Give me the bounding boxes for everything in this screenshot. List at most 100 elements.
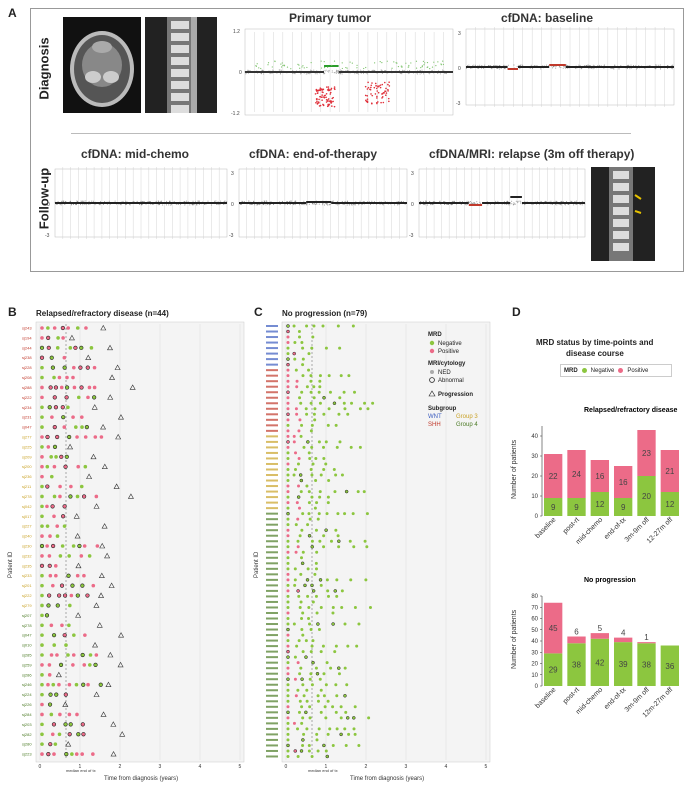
cn-point (74, 204, 76, 206)
mrd-marker (286, 407, 290, 411)
cn-point (629, 68, 631, 70)
mrd-marker (348, 539, 352, 543)
gain-point (323, 67, 326, 69)
mrd-marker (366, 407, 370, 411)
mrd-marker (306, 594, 310, 598)
mrd-marker (64, 385, 70, 390)
patient-id-marker (266, 639, 278, 642)
gain-point (267, 64, 269, 66)
cn-point (439, 73, 441, 75)
y-tick-label: 80 (531, 594, 538, 600)
loss-point (388, 100, 390, 103)
patient-id-marker (266, 413, 278, 416)
legend-group4: Group 4 (456, 422, 478, 428)
cn-point (268, 204, 270, 206)
patient-id-label: sj284 (22, 712, 32, 717)
mrd-marker (314, 528, 318, 532)
patient-id-label: sj225 (22, 444, 32, 449)
mrd-marker (308, 456, 312, 460)
mrd-marker (308, 716, 312, 720)
mrd-marker (47, 593, 52, 598)
mrd-marker (311, 660, 315, 665)
mrd-marker (317, 390, 321, 394)
gain-point (365, 66, 367, 69)
cn-point (359, 69, 361, 71)
primary-tick-top: 1.2 (233, 29, 240, 35)
mrd-marker (286, 456, 290, 460)
cn-point (334, 72, 336, 74)
cn-point (166, 200, 168, 202)
mrd-marker (68, 603, 72, 608)
mrd-marker (286, 335, 290, 339)
mrd-marker (40, 474, 44, 479)
mrd-marker (315, 732, 319, 736)
bar-negative (614, 498, 633, 516)
cn-point (261, 201, 263, 203)
x-tick-label: 3 (405, 764, 408, 770)
cn-point (267, 204, 269, 206)
mrd-marker (66, 405, 70, 410)
mrd-marker (353, 605, 357, 609)
gain-point (290, 68, 292, 70)
mrd-marker (335, 694, 339, 698)
mrd-marker (286, 501, 290, 505)
cn-point (397, 204, 399, 206)
mrd-marker (307, 749, 311, 753)
mrd-marker (60, 623, 64, 628)
mrd-marker (80, 722, 85, 727)
mrd-marker (293, 357, 297, 361)
legend-shh: SHH (428, 422, 441, 428)
panel-d-legend-positive-dot (618, 368, 624, 373)
mrd-marker (362, 490, 366, 494)
mrd-marker (325, 754, 330, 759)
cn-point (401, 73, 403, 75)
bar-negative (567, 498, 586, 516)
negative-value-label: 36 (665, 662, 674, 671)
cn-point (263, 204, 265, 206)
mrd-marker (71, 375, 75, 380)
mrd-marker (58, 484, 62, 489)
cn-point (220, 200, 222, 202)
mrd-marker (53, 405, 59, 410)
mrd-marker (308, 705, 312, 709)
gain-point (435, 65, 437, 67)
panel-c-markers (266, 324, 375, 759)
x-tick-label: 2 (119, 764, 122, 770)
patient-id-marker (266, 595, 278, 598)
cn-point (422, 201, 424, 203)
mrd-marker (94, 494, 99, 499)
mrd-marker (338, 396, 342, 400)
loss-point (381, 97, 383, 99)
mrd-marker (347, 732, 351, 736)
mrd-marker (297, 484, 301, 488)
gain-point (374, 62, 376, 64)
mrd-marker (325, 578, 329, 582)
mrd-marker (343, 512, 347, 516)
progression-marker (74, 532, 81, 539)
cn-point (338, 69, 340, 71)
cn-point (638, 65, 640, 67)
cn-point (294, 73, 296, 75)
mrd-marker (301, 650, 305, 654)
mrd-marker (59, 583, 65, 588)
mrd-marker (356, 490, 360, 494)
mrd-marker (326, 699, 330, 703)
cn-point (94, 204, 96, 206)
cn-point (198, 200, 200, 202)
cn-point (313, 203, 315, 205)
mrd-marker (322, 545, 326, 549)
patient-id-label: sj232 (22, 553, 32, 558)
panel-c-title: No progression (n=79) (282, 309, 368, 318)
mrd-marker (340, 589, 344, 593)
patient-id-marker (266, 490, 278, 493)
loss-point (333, 105, 336, 108)
cn-point (656, 64, 658, 66)
progression-marker (113, 483, 120, 489)
baseline-tick-bottom: -3 (456, 101, 461, 107)
mrd-marker (296, 754, 300, 758)
patient-id-marker (266, 325, 278, 327)
cn-point (532, 68, 534, 70)
positive-value-label: 5 (598, 624, 603, 633)
mrd-marker (298, 672, 302, 676)
mrd-marker (286, 506, 290, 510)
